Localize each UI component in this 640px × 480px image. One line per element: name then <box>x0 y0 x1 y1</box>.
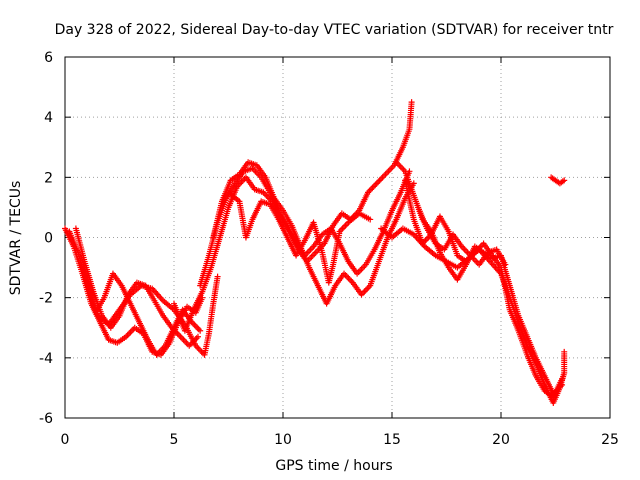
sat-track-5 <box>171 99 415 334</box>
chart-title: Day 328 of 2022, Sidereal Day-to-day VTE… <box>55 22 614 38</box>
y-tick-label: 0 <box>44 231 53 247</box>
y-tick-label: -6 <box>39 411 53 427</box>
x-tick-label: 15 <box>383 432 401 448</box>
data-point <box>408 99 415 106</box>
data-point <box>214 273 221 280</box>
sat-track-13 <box>548 174 568 187</box>
x-axis-label: GPS time / hours <box>275 458 392 474</box>
data-point <box>561 348 568 355</box>
y-axis-label: SDTVAR / TECUs <box>8 181 24 296</box>
data-point <box>561 177 568 184</box>
data-point <box>559 375 566 382</box>
y-tick-label: 4 <box>44 110 53 126</box>
data-point <box>367 216 374 223</box>
sat-track-10 <box>393 159 566 397</box>
x-tick-label: 5 <box>170 432 179 448</box>
data-point <box>502 261 509 268</box>
x-tick-label: 20 <box>492 432 510 448</box>
x-tick-label: 25 <box>601 432 619 448</box>
x-tick-label: 10 <box>274 432 292 448</box>
y-tick-label: -4 <box>39 351 53 367</box>
sat-track-12 <box>415 204 509 268</box>
data-point <box>194 333 201 340</box>
y-tick-label: 6 <box>44 50 53 66</box>
y-tick-label: -2 <box>39 291 53 307</box>
sat-track-8 <box>225 189 374 286</box>
data-layer <box>62 99 568 406</box>
x-tick-label: 0 <box>61 432 70 448</box>
data-point <box>197 327 204 334</box>
tick-label-layer: 0 5 10 15 20 25 -6 -4 -2 0 2 4 6 <box>39 50 619 448</box>
tick-layer <box>64 56 611 419</box>
y-tick-label: 2 <box>44 170 53 186</box>
